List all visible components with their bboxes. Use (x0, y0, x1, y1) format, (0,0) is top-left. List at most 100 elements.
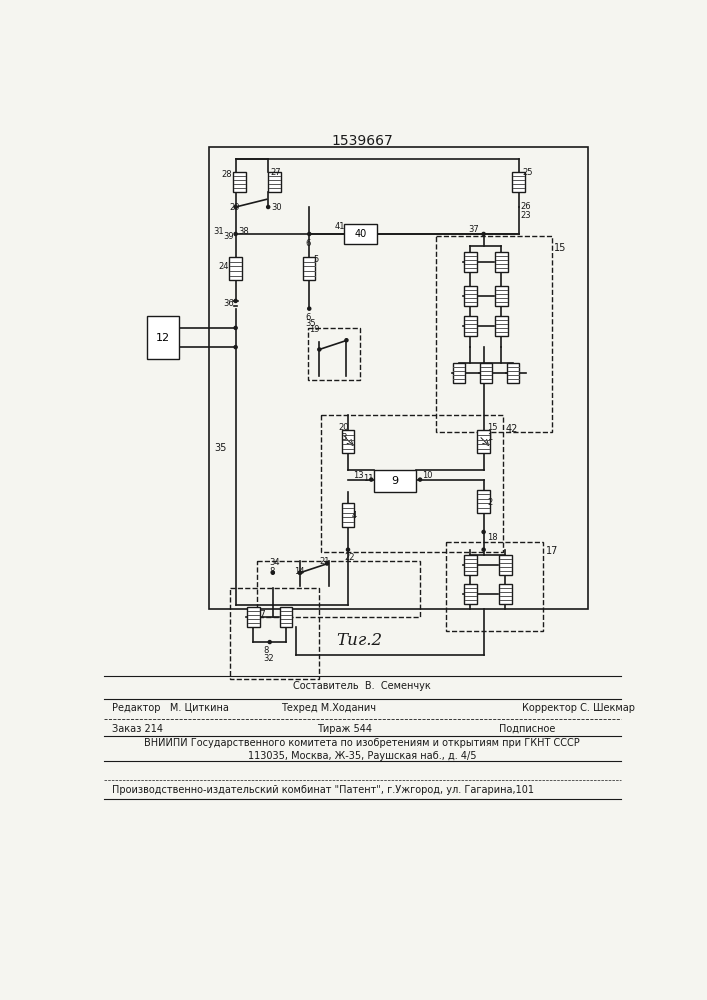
Bar (452, 363, 465, 383)
Text: 15: 15 (488, 423, 498, 432)
Circle shape (346, 548, 349, 551)
Text: 1: 1 (488, 433, 493, 442)
Bar (280, 607, 292, 627)
Text: Редактор   М. Циткина: Редактор М. Циткина (112, 703, 228, 713)
Bar (464, 555, 477, 575)
Bar (513, 172, 525, 192)
Text: Заказ 214: Заказ 214 (112, 724, 163, 734)
Text: 7: 7 (259, 610, 264, 619)
Text: 42: 42 (506, 424, 518, 434)
Bar (233, 172, 246, 192)
Text: 35: 35 (305, 319, 316, 328)
Text: Τиг.2: Τиг.2 (337, 632, 382, 649)
Text: 39: 39 (223, 232, 234, 241)
Text: 3: 3 (341, 433, 346, 442)
Text: 32: 32 (264, 654, 274, 663)
Circle shape (268, 641, 271, 644)
Bar (464, 316, 477, 336)
Bar (209, 147, 588, 609)
Text: 30: 30 (271, 203, 282, 212)
Circle shape (482, 530, 485, 533)
Bar (499, 555, 512, 575)
Circle shape (308, 232, 311, 235)
Text: 34: 34 (269, 558, 279, 567)
Bar (341, 503, 354, 527)
Text: 4: 4 (352, 511, 357, 520)
Text: 8: 8 (264, 646, 269, 655)
Text: Корректор С. Шекмар: Корректор С. Шекмар (522, 703, 636, 713)
Circle shape (482, 232, 485, 235)
Text: 40: 40 (354, 229, 366, 239)
Text: 27: 27 (271, 168, 281, 177)
Bar (341, 430, 354, 453)
Text: 13: 13 (354, 471, 364, 480)
Bar (344, 224, 377, 244)
Circle shape (325, 562, 329, 565)
Text: Составитель  В.  Семенчук: Составитель В. Семенчук (293, 681, 431, 691)
Bar (464, 286, 477, 306)
Circle shape (267, 205, 270, 209)
Text: 36: 36 (223, 299, 234, 308)
Bar (446, 542, 543, 631)
Text: 14: 14 (293, 567, 304, 576)
Bar (507, 363, 519, 383)
Bar (464, 584, 477, 604)
Text: 25: 25 (522, 168, 533, 177)
Text: Тираж 544: Тираж 544 (317, 724, 372, 734)
Bar (464, 252, 477, 272)
Text: 9: 9 (392, 476, 399, 486)
Circle shape (234, 299, 237, 302)
Text: 24: 24 (218, 262, 229, 271)
Bar (257, 561, 420, 617)
Circle shape (345, 339, 348, 342)
Circle shape (234, 232, 237, 235)
Text: 2: 2 (488, 498, 493, 507)
Bar (477, 490, 490, 513)
Bar (303, 257, 315, 280)
Circle shape (234, 346, 237, 349)
Text: 6: 6 (305, 312, 311, 322)
Text: 29: 29 (230, 203, 240, 212)
Circle shape (234, 205, 237, 209)
Bar (477, 430, 490, 453)
Text: Подписное: Подписное (499, 724, 556, 734)
Text: 8: 8 (269, 567, 274, 576)
Circle shape (317, 348, 321, 351)
Text: 10: 10 (421, 471, 432, 480)
Bar (146, 316, 179, 359)
Circle shape (370, 478, 373, 481)
Text: Техред М.Ходанич: Техред М.Ходанич (281, 703, 376, 713)
Text: 26: 26 (521, 202, 532, 211)
Text: 20: 20 (338, 423, 349, 432)
Bar (230, 257, 242, 280)
Bar (495, 252, 508, 272)
Circle shape (298, 571, 301, 574)
Circle shape (482, 548, 485, 551)
Text: 21: 21 (320, 557, 330, 566)
Text: 38: 38 (238, 227, 249, 236)
Text: 22: 22 (344, 553, 355, 562)
Bar (247, 607, 259, 627)
Text: 28: 28 (221, 170, 231, 179)
Text: 113035, Москва, Ж-35, Раушская наб., д. 4/5: 113035, Москва, Ж-35, Раушская наб., д. … (247, 751, 477, 761)
Bar (321, 415, 503, 552)
Text: 1539667: 1539667 (331, 134, 393, 148)
Bar (436, 235, 552, 432)
Text: Производственно-издательский комбинат "Патент", г.Ужгород, ул. Гагарина,101: Производственно-издательский комбинат "П… (112, 785, 534, 795)
Bar (268, 172, 281, 192)
Bar (499, 584, 512, 604)
Circle shape (271, 571, 274, 574)
Bar (373, 470, 416, 492)
Text: 12: 12 (156, 333, 170, 343)
Text: 6: 6 (305, 239, 311, 248)
Text: ВНИИПИ Государственного комитета по изобретениям и открытиям при ГКНТ СССР: ВНИИПИ Государственного комитета по изоб… (144, 738, 580, 748)
Circle shape (308, 307, 311, 310)
Bar (495, 286, 508, 306)
Circle shape (419, 478, 421, 481)
Circle shape (298, 571, 301, 574)
Text: 35: 35 (214, 443, 226, 453)
Text: 37: 37 (468, 225, 479, 234)
Text: 41: 41 (335, 222, 345, 231)
Text: 15: 15 (554, 243, 566, 253)
Bar (495, 316, 508, 336)
